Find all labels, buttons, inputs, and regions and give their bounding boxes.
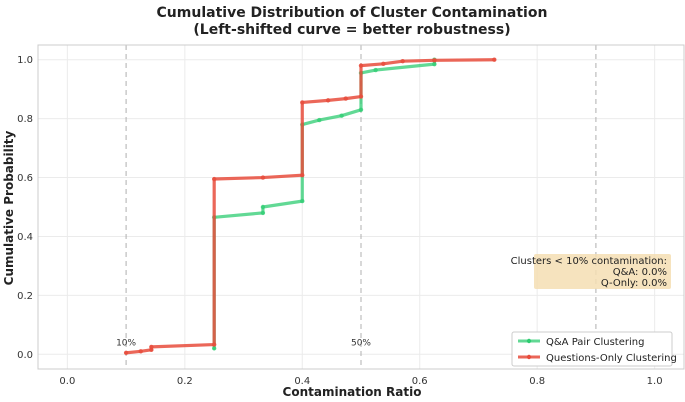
series-line-1 (124, 58, 496, 355)
legend-marker-q-only (526, 354, 532, 360)
data-point (358, 107, 364, 113)
chart-subtitle: (Left-shifted curve = better robustness) (193, 22, 510, 38)
data-point (432, 58, 437, 63)
plot-frame (37, 44, 685, 370)
data-point (260, 210, 266, 216)
info-box: Clusters < 10% contamination: Q&A: 0.0% … (511, 254, 671, 289)
legend: Q&A Pair Clustering Questions-Only Clust… (511, 331, 677, 367)
data-point (381, 61, 386, 67)
y-tick-label: 1.0 (17, 55, 33, 66)
data-point (149, 344, 154, 350)
data-point (211, 346, 217, 351)
reference-line-label: 10% (116, 338, 136, 348)
data-point (260, 204, 266, 210)
series-layer (123, 57, 497, 355)
reference-line-label: 50% (351, 338, 371, 348)
data-point (339, 113, 344, 118)
legend-label-qa: Q&A Pair Clustering (546, 337, 644, 348)
legend-marker-qa (526, 338, 532, 344)
data-point (300, 198, 305, 204)
y-tick-label: 0.6 (17, 173, 33, 184)
data-point (358, 63, 364, 68)
data-point (123, 350, 129, 355)
data-point (400, 59, 405, 64)
series-line-0 (212, 58, 437, 350)
info-box-line3: Q-Only: 0.0% (601, 278, 667, 289)
y-tick-label: 0.0 (17, 350, 33, 361)
data-point (300, 100, 305, 105)
info-box-line2: Q&A: 0.0% (613, 267, 667, 278)
data-point (358, 94, 364, 99)
chart-title: Cumulative Distribution of Cluster Conta… (157, 5, 548, 21)
x-tick-label: 1.0 (647, 376, 663, 387)
x-tick-label: 0.6 (412, 376, 428, 387)
legend-box (511, 331, 673, 367)
data-point (325, 98, 331, 103)
y-tick-label: 0.4 (17, 232, 33, 243)
y-tick-label: 0.2 (17, 291, 33, 302)
data-point (373, 67, 378, 73)
data-point (211, 176, 217, 182)
x-tick-label: 0.4 (294, 376, 310, 387)
data-point (211, 342, 217, 347)
reference-lines: 10% 50% (116, 45, 597, 369)
info-box-line1: Clusters < 10% contamination: (511, 256, 667, 267)
data-point (432, 61, 437, 67)
x-tick-labels: 0.0 0.2 0.4 0.6 0.8 1.0 (59, 376, 662, 387)
legend-label-q-only: Questions-Only Clustering (546, 353, 677, 364)
data-point (492, 57, 497, 62)
data-point (317, 117, 322, 123)
x-tick-label: 0.8 (529, 376, 545, 387)
info-box-background (534, 254, 671, 289)
data-point (300, 172, 305, 178)
data-point (260, 175, 266, 180)
x-axis-label: Contamination Ratio (283, 385, 422, 399)
y-tick-label: 0.8 (17, 114, 33, 125)
x-tick-label: 0.0 (59, 376, 75, 387)
data-point (138, 349, 143, 354)
y-axis-label: Cumulative Probability (2, 130, 16, 285)
y-tick-labels: 0.0 0.2 0.4 0.6 0.8 1.0 (17, 55, 33, 361)
x-tick-label: 0.2 (177, 376, 193, 387)
data-point (343, 96, 348, 101)
